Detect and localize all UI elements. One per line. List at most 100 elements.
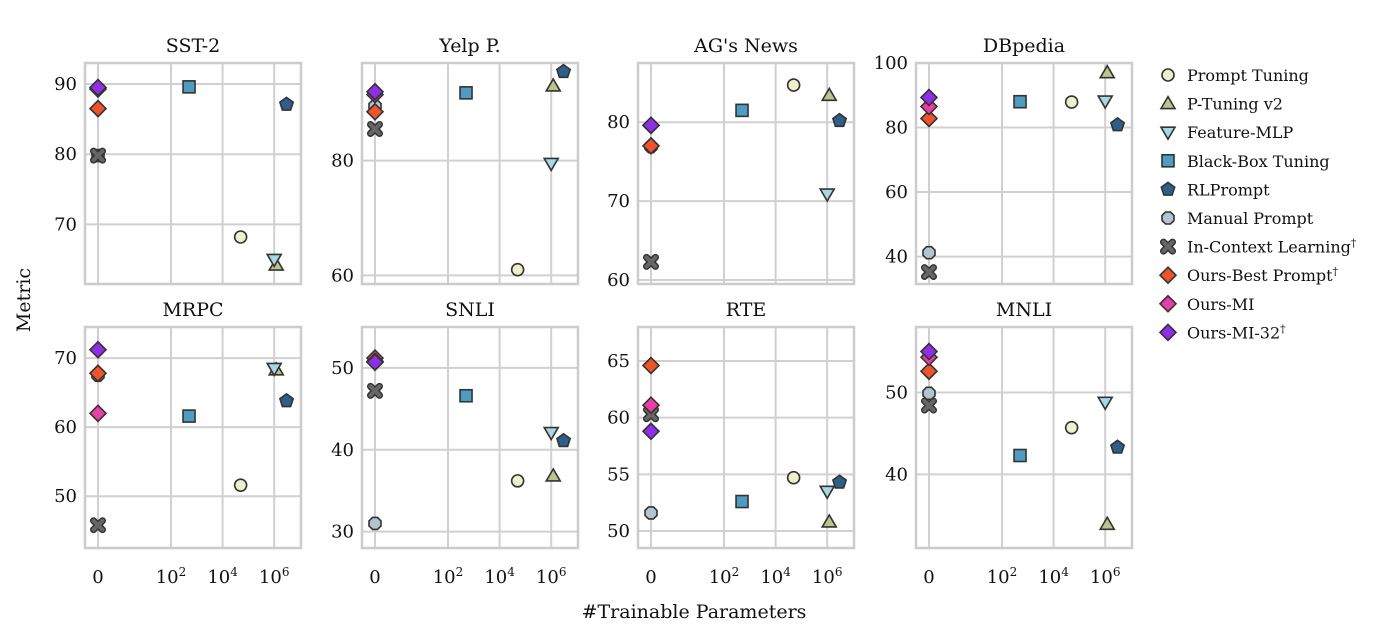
legend-item-bbt: Black-Box Tuning	[1161, 152, 1330, 171]
subplot-1: SST-2 70 80 90	[54, 35, 303, 286]
legend-label: Manual Prompt	[1187, 209, 1314, 228]
legend-marker-best	[1158, 266, 1178, 285]
point-fmlp	[265, 253, 283, 269]
point-rl	[1109, 439, 1126, 454]
subplot-frame	[83, 325, 303, 550]
y-tick-label: 30	[331, 522, 354, 543]
point-fmlp	[542, 426, 560, 442]
point-rl	[555, 63, 572, 79]
y-tick-label: 50	[885, 382, 908, 403]
point-fmlp	[1096, 95, 1114, 110]
point-fmlp	[818, 485, 836, 500]
y-axis-label: Metric	[13, 268, 35, 332]
point-rl	[278, 96, 295, 111]
x-tick-label: 106	[1090, 565, 1121, 588]
legend-label: Ours-MI-32†	[1187, 322, 1286, 343]
subplot-title: SNLI	[445, 299, 495, 321]
point-mi	[641, 396, 661, 415]
point-best	[919, 109, 939, 128]
subplot-frame	[636, 61, 856, 286]
point-icl-inner	[644, 255, 658, 269]
x-tick-label: 106	[259, 565, 290, 588]
x-tick-label: 0	[923, 567, 934, 588]
point-mi32	[919, 342, 939, 361]
point-icl-inner	[368, 384, 382, 398]
legend-item-fmlp: Feature-MLP	[1159, 123, 1294, 142]
point-bbt	[182, 80, 196, 94]
legend-label: Feature-MLP	[1187, 123, 1294, 142]
point-mp	[644, 506, 658, 520]
point-bbt	[182, 409, 196, 423]
subplot-frame	[636, 325, 856, 550]
point-mi32	[641, 422, 661, 441]
point-fmlp	[1096, 396, 1114, 411]
x-tick-label: 0	[645, 567, 656, 588]
subplot-title: Yelp P.	[438, 35, 500, 57]
legend-item-ptv2: P-Tuning v2	[1159, 95, 1283, 114]
y-tick-label: 100	[874, 53, 908, 74]
point-ptv2	[820, 86, 838, 102]
subplot-4: DBpedia 40 60 80 100	[874, 35, 1134, 286]
y-tick-label: 80	[607, 112, 630, 133]
point-mp	[922, 386, 936, 401]
point-best	[641, 136, 661, 156]
point-fmlp	[818, 188, 836, 203]
point-icl-inner	[91, 149, 105, 163]
subplot-7: RTE 50 55 60 65 0 102 104 106	[607, 299, 856, 588]
point-rl	[278, 392, 295, 408]
point-rl	[1109, 116, 1126, 132]
subplot-5: MRPC 50 60 70 0 102 104 106	[54, 299, 303, 588]
point-bbt	[1013, 448, 1027, 463]
subplot-frame	[360, 61, 580, 286]
point-ptv2	[820, 513, 838, 528]
legend-item-mi: Ours-MI	[1158, 294, 1254, 314]
point-icl-inner	[922, 265, 936, 279]
legend-marker-mp	[1161, 211, 1175, 225]
y-tick-label: 40	[885, 464, 908, 485]
x-tick-label: 104	[760, 565, 791, 588]
y-tick-label: 70	[54, 348, 77, 369]
y-tick-label: 65	[607, 351, 630, 372]
subplot-title: DBpedia	[983, 35, 1065, 57]
point-ptv2	[544, 467, 562, 482]
subplot-title: MRPC	[162, 299, 223, 321]
x-tick-label: 0	[369, 567, 380, 588]
x-tick-label: 104	[1038, 565, 1069, 588]
subplot-2: Yelp P. 60 80	[331, 35, 580, 286]
point-mi32	[365, 353, 385, 372]
point-icl-inner	[368, 122, 382, 136]
legend-label: Ours-MI	[1187, 295, 1254, 314]
point-mi	[88, 404, 108, 423]
legend-label: Ours-Best Prompt†	[1187, 265, 1339, 286]
y-tick-label: 50	[331, 358, 354, 379]
legend-marker-bbt	[1161, 154, 1175, 168]
point-pt	[510, 474, 525, 488]
x-tick-label: 0	[92, 567, 103, 588]
point-ptv2	[1098, 515, 1116, 531]
point-rl	[555, 432, 572, 448]
y-tick-label: 80	[331, 151, 354, 172]
point-mp	[922, 245, 936, 260]
y-tick-label: 60	[331, 265, 354, 286]
y-tick-label: 60	[607, 408, 630, 429]
legend-item-rl: RLPrompt	[1160, 180, 1270, 199]
y-tick-label: 80	[54, 144, 77, 165]
subplot-title: MNLI	[996, 299, 1052, 321]
point-best	[365, 102, 385, 121]
point-bbt	[459, 86, 473, 100]
point-pt	[233, 478, 248, 492]
y-tick-label: 60	[54, 417, 77, 438]
x-tick-label: 106	[536, 565, 567, 588]
point-fmlp	[265, 362, 283, 378]
legend-item-mp: Manual Prompt	[1161, 209, 1314, 228]
y-tick-label: 50	[54, 486, 77, 507]
legend: Prompt Tuning P-Tuning v2 Feature-MLP Black…	[1158, 66, 1357, 343]
y-tick-label: 80	[885, 118, 908, 139]
point-best	[88, 364, 108, 383]
point-mi32	[641, 116, 661, 135]
x-tick-label: 102	[156, 565, 187, 588]
point-fmlp	[542, 157, 560, 173]
subplot-8: MNLI 40 50 0 102 104 106	[885, 299, 1134, 588]
legend-marker-ptv2	[1159, 95, 1177, 110]
